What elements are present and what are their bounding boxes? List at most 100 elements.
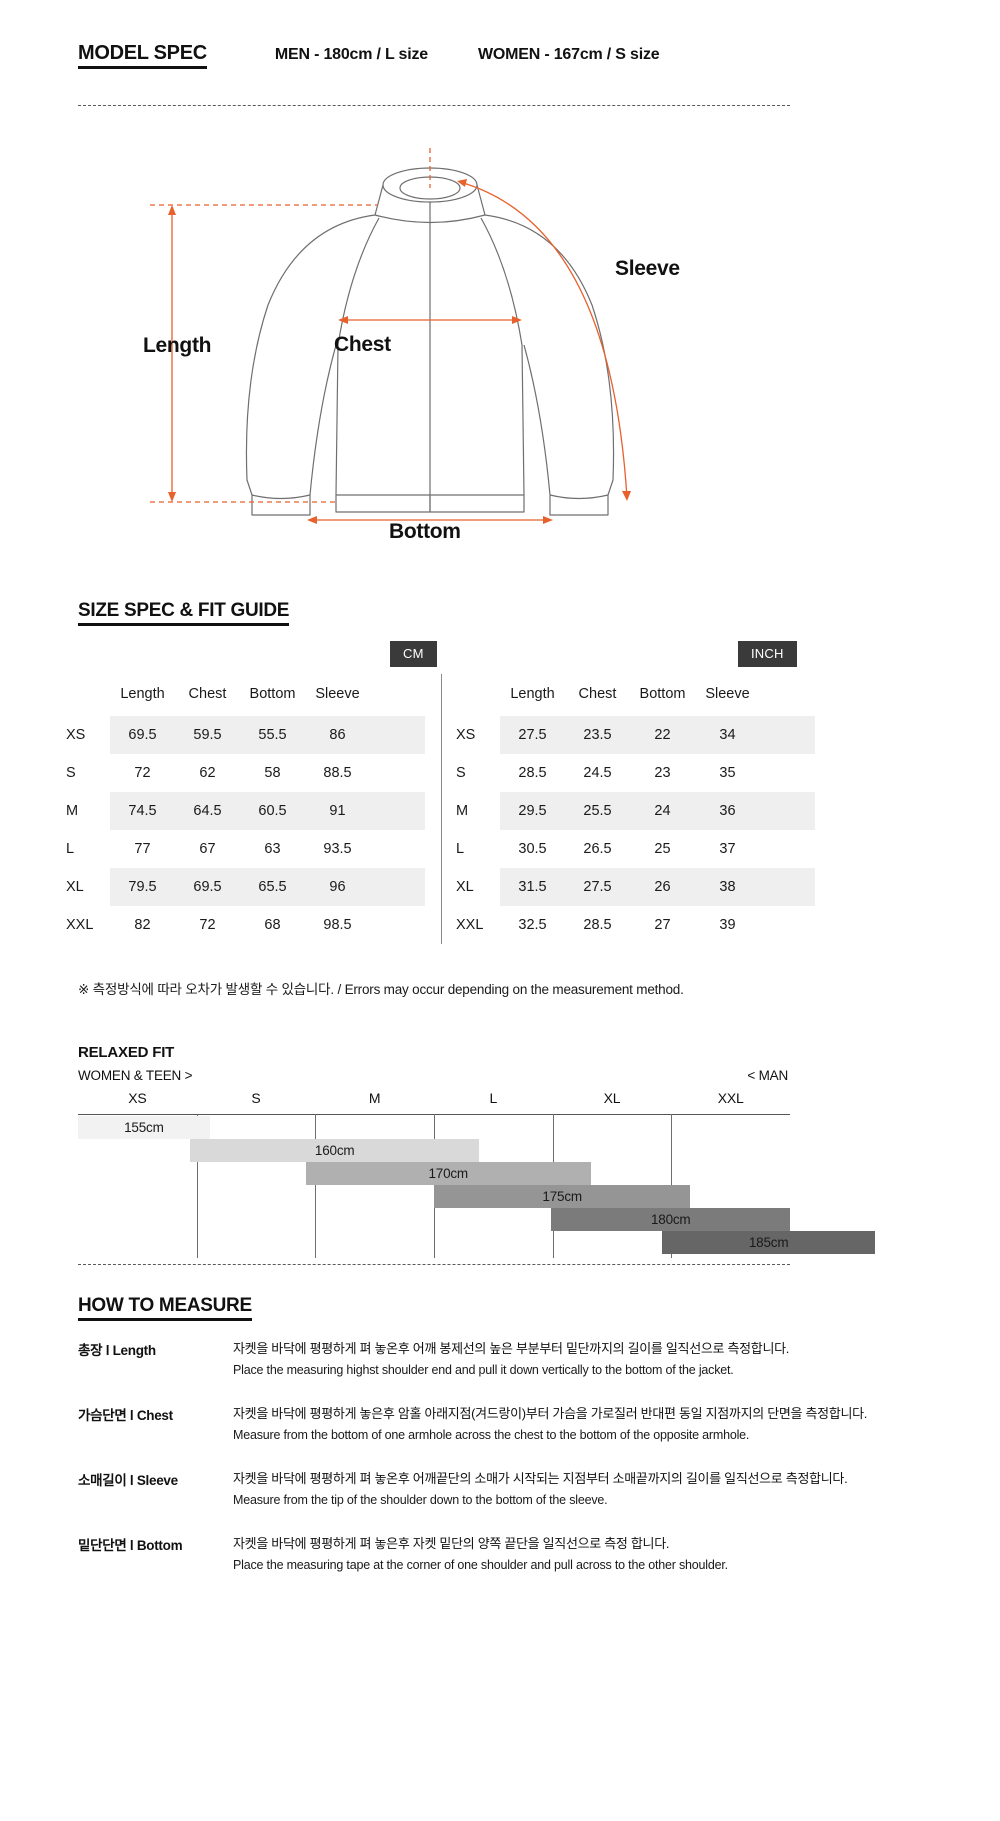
how-to-measure-item: 총장 l Length 자켓을 바닥에 평평하게 펴 놓온후 어깨 봉제선의 높은… bbox=[78, 1338, 878, 1377]
fit-bar-xs: 155cm bbox=[78, 1116, 210, 1139]
table-cell-chest: 62 bbox=[199, 765, 216, 781]
measure-term: 소매길이 l Sleeve bbox=[78, 1473, 178, 1488]
fit-size-label-m: M bbox=[368, 1090, 381, 1106]
fit-bar-s: 160cm bbox=[190, 1139, 479, 1162]
table-row: XL 31.5 27.5 26 38 bbox=[452, 868, 815, 906]
table-cell-chest: 26.5 bbox=[583, 841, 612, 857]
table-cell-spacer bbox=[370, 754, 425, 792]
divider-dashed-top bbox=[78, 105, 790, 106]
diagram-label-chest: Chest bbox=[334, 333, 391, 356]
fit-bar-label: 175cm bbox=[542, 1189, 582, 1204]
measure-term: 총장 l Length bbox=[78, 1343, 156, 1358]
col-bottom: Bottom bbox=[249, 686, 296, 702]
relaxed-fit-title: RELAXED FIT bbox=[78, 1044, 175, 1061]
table-cell-bottom: 60.5 bbox=[240, 792, 305, 830]
table-cell-spacer bbox=[370, 906, 425, 944]
fit-bar-l: 175cm bbox=[434, 1185, 691, 1208]
table-cell-chest: 72 bbox=[199, 917, 216, 933]
table-cell-spacer bbox=[760, 792, 815, 830]
table-cell-chest: 28.5 bbox=[583, 917, 612, 933]
col-size bbox=[452, 680, 500, 716]
fit-size-label-l: L bbox=[489, 1090, 498, 1106]
table-cell-chest: 27.5 bbox=[565, 868, 630, 906]
how-to-measure-heading: HOW TO MEASURE bbox=[78, 1295, 252, 1321]
table-row: XS 69.5 59.5 55.5 86 bbox=[62, 716, 425, 754]
measure-description-ko: 자켓을 바닥에 평평하게 놓은후 암홀 아래지점(겨드랑이)부터 가슴을 가로질… bbox=[233, 1406, 868, 1421]
model-spec-women: WOMEN - 167cm / S size bbox=[478, 46, 660, 63]
size-table-inch-head: Length Chest Bottom Sleeve bbox=[452, 680, 815, 716]
table-cell-length: 28.5 bbox=[518, 765, 547, 781]
table-cell-bottom: 22 bbox=[630, 716, 695, 754]
table-cell-sleeve: 35 bbox=[719, 765, 736, 781]
measure-term: 밑단단면 l Bottom bbox=[78, 1538, 183, 1553]
row-size-label: M bbox=[66, 803, 79, 819]
divider-dashed-bottom bbox=[78, 1264, 790, 1265]
diagram-label-bottom: Bottom bbox=[389, 520, 461, 543]
table-cell-chest: 23.5 bbox=[565, 716, 630, 754]
row-size-label: S bbox=[456, 765, 466, 781]
table-cell-spacer bbox=[760, 754, 815, 792]
table-cell-chest: 64.5 bbox=[175, 792, 240, 830]
table-row: XXL 32.5 28.5 27 39 bbox=[452, 906, 815, 944]
col-chest: Chest bbox=[188, 686, 227, 702]
row-size-label: XL bbox=[456, 879, 474, 895]
col-length: Length bbox=[510, 686, 555, 702]
table-cell-length: 77 bbox=[134, 841, 151, 857]
model-spec-row: MODEL SPEC MEN - 180cm / L size WOMEN - … bbox=[78, 42, 660, 69]
table-cell-bottom: 65.5 bbox=[240, 868, 305, 906]
table-cell-length: 82 bbox=[134, 917, 151, 933]
fit-chart-size-labels: XS S M L XL XXL bbox=[78, 1090, 790, 1112]
measure-arrowheads bbox=[168, 179, 631, 524]
size-table-cm-body: XS 69.5 59.5 55.5 86 S 72 62 58 88.5 M 74.5 64.5 60.5… bbox=[62, 716, 425, 944]
row-size-label: XXL bbox=[456, 917, 484, 933]
table-header-row: Length Chest Bottom Sleeve bbox=[62, 680, 425, 716]
how-to-measure-list: 총장 l Length 자켓을 바닥에 평평하게 펴 놓온후 어깨 봉제선의 높은… bbox=[78, 1338, 878, 1598]
col-spacer bbox=[760, 680, 815, 716]
fit-size-label-s: S bbox=[251, 1090, 261, 1106]
row-size-label: XXL bbox=[66, 917, 94, 933]
col-size bbox=[62, 680, 110, 716]
table-cell-bottom: 58 bbox=[264, 765, 281, 781]
col-sleeve: Sleeve bbox=[315, 686, 360, 702]
how-to-measure-item: 밑단단면 l Bottom 자켓을 바닥에 평평하게 펴 놓은후 자켓 밑단의 양… bbox=[78, 1533, 878, 1572]
measure-description-ko: 자켓을 바닥에 평평하게 펴 놓온후 어깨 봉제선의 높은 부분부터 밑단까지의… bbox=[233, 1341, 790, 1356]
fit-bar-label: 170cm bbox=[428, 1166, 468, 1181]
table-cell-sleeve: 93.5 bbox=[323, 841, 352, 857]
measure-description: 자켓을 바닥에 평평하게 펴 놓온후 어깨 봉제선의 높은 부분부터 밑단까지의… bbox=[233, 1338, 878, 1377]
table-cell-length: 72 bbox=[134, 765, 151, 781]
table-cell-length: 32.5 bbox=[518, 917, 547, 933]
model-spec-men: MEN - 180cm / L size bbox=[274, 46, 428, 63]
row-size-label: XS bbox=[456, 727, 476, 743]
table-cell-chest: 25.5 bbox=[565, 792, 630, 830]
fit-bar-xxl: 185cm bbox=[661, 1231, 876, 1254]
table-cell-sleeve: 86 bbox=[305, 716, 370, 754]
col-length: Length bbox=[120, 686, 165, 702]
fit-guide-chart: XS S M L XL XXL 155cm 160cm 170cm 175cm 180cm 185c… bbox=[78, 1090, 876, 1258]
model-spec-title: MODEL SPEC bbox=[78, 42, 207, 69]
fit-chart-bars: 155cm 160cm 170cm 175cm 180cm 185cm bbox=[78, 1116, 876, 1258]
table-cell-bottom: 27 bbox=[654, 917, 671, 933]
measure-description: 자켓을 바닥에 평평하게 펴 놓온후 어깨끝단의 소매가 시작되는 지점부터 소… bbox=[233, 1468, 878, 1507]
table-cell-sleeve: 88.5 bbox=[323, 765, 352, 781]
table-row: M 74.5 64.5 60.5 91 bbox=[62, 792, 425, 830]
fit-bar-label: 180cm bbox=[650, 1212, 691, 1227]
fit-size-label-xl: XL bbox=[603, 1090, 621, 1106]
size-table-inch-body: XS 27.5 23.5 22 34 S 28.5 24.5 23 35 M 29.5 25.5 24 36… bbox=[452, 716, 815, 944]
table-cell-sleeve: 96 bbox=[305, 868, 370, 906]
col-spacer bbox=[370, 680, 425, 716]
col-sleeve: Sleeve bbox=[705, 686, 750, 702]
table-row: S 72 62 58 88.5 bbox=[62, 754, 425, 792]
table-divider bbox=[441, 674, 442, 944]
table-cell-length: 74.5 bbox=[110, 792, 175, 830]
measure-description: 자켓을 바닥에 평평하게 펴 놓은후 자켓 밑단의 양쪽 끝단을 일직선으로 측… bbox=[233, 1533, 878, 1572]
unit-badge-cm: CM bbox=[390, 641, 437, 667]
table-row: XXL 82 72 68 98.5 bbox=[62, 906, 425, 944]
fit-bar-xl: 180cm bbox=[551, 1208, 790, 1231]
table-cell-length: 30.5 bbox=[518, 841, 547, 857]
measure-description-en: Place the measuring highst shoulder end … bbox=[233, 1363, 734, 1377]
table-cell-length: 79.5 bbox=[110, 868, 175, 906]
row-size-label: L bbox=[456, 841, 465, 857]
diagram-label-sleeve: Sleeve bbox=[615, 257, 680, 280]
table-cell-spacer bbox=[370, 830, 425, 868]
table-cell-sleeve: 38 bbox=[695, 868, 760, 906]
